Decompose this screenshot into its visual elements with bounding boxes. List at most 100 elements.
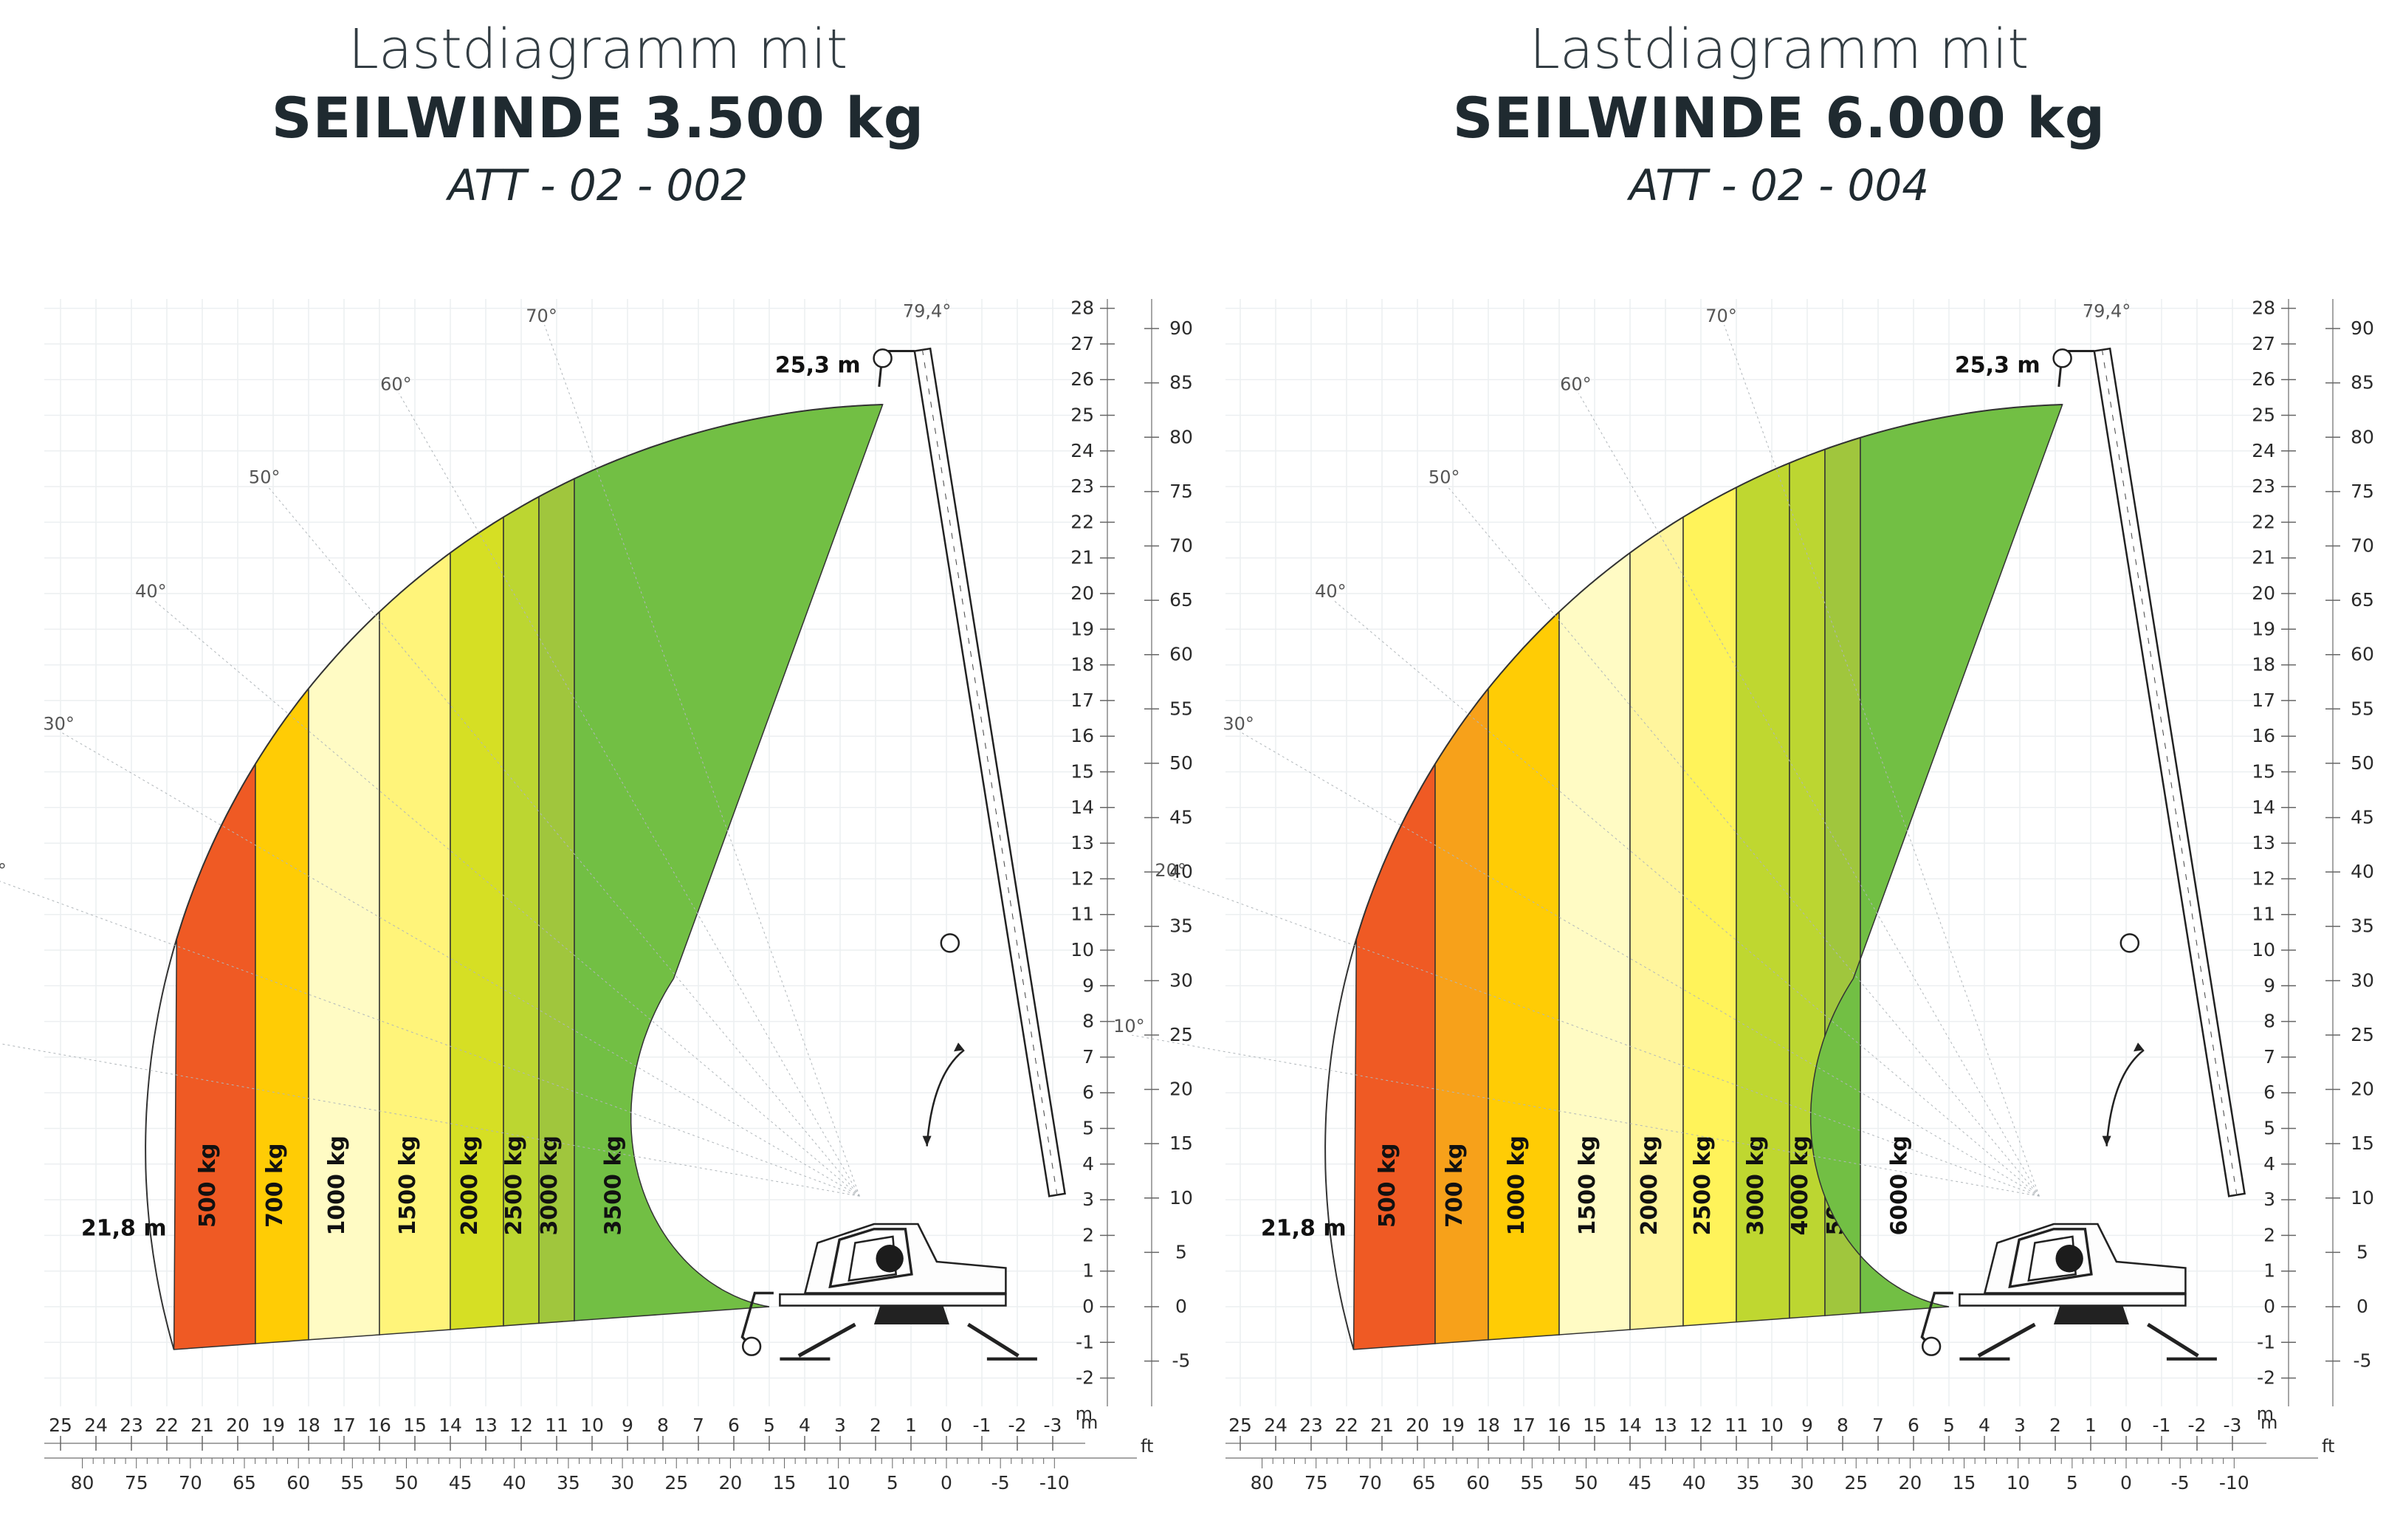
y-tick-m: 28 [2252,298,2275,319]
x-tick-m: -1 [2153,1414,2171,1436]
angle-label: 20° [0,860,7,881]
bottom-axes: 25 24 23 22 21 20 19 18 17 16 15 14 13 12 11 10 9 8 7 6 5 4 3 2… [1225,1412,2334,1493]
y-tick-m: 22 [2252,511,2275,532]
x-tick-m: 7 [692,1414,704,1436]
title-line1: Lastdiagramm mit [348,18,848,81]
y-tick-m: 28 [1070,298,1094,319]
y-tick-m: 21 [2252,547,2275,568]
zone-500-kg [173,762,256,1350]
bottom-axes: 25 24 23 22 21 20 19 18 17 16 15 14 13 12 11 10 9 8 7 6 5 4 3 2… [44,1412,1153,1493]
x-tick-m: 23 [120,1414,143,1436]
y-tick-m: 6 [1082,1082,1094,1103]
x-tick-m: 4 [799,1414,811,1436]
x-tick-ft: 5 [2066,1472,2078,1493]
x-tick-m: 3 [2014,1414,2026,1436]
y-tick-m: 22 [1070,511,1094,532]
y-tick-m: 24 [2252,440,2275,461]
y-tick-ft: 0 [1175,1296,1187,1317]
x-tick-ft: 20 [718,1472,742,1493]
x-tick-m: 2 [2049,1414,2061,1436]
y-tick-ft: 70 [2351,534,2374,556]
y-tick-m: 12 [2252,867,2275,889]
x-tick-m: 19 [261,1414,285,1436]
x-tick-ft: 75 [1304,1472,1328,1493]
title-line3: ATT - 02 - 002 [447,160,749,210]
x-tick-ft: 80 [71,1472,94,1493]
x-tick-ft: 25 [664,1472,688,1493]
y-tick-m: 27 [1070,333,1094,354]
angle-ray [1724,325,2040,1197]
x-tick-ft: 55 [340,1472,364,1493]
x-tick-ft: 55 [1520,1472,1544,1493]
y-tick-m: 20 [2252,582,2275,604]
x-tick-m: 7 [1872,1414,1884,1436]
load-zones: 500 kg 700 kg 1000 kg 1500 kg 2000 kg 2500 kg… [1352,404,2063,1350]
y-tick-m: -1 [1076,1331,1094,1352]
y-tick-ft: 30 [1169,969,1193,991]
arrowhead-icon [2102,1135,2111,1147]
zone-label: 6000 kg [1886,1135,1912,1235]
y-tick-m: 18 [1070,654,1094,676]
y-tick-m: 11 [1070,904,1094,925]
x-tick-m: 1 [2085,1414,2097,1436]
y-tick-ft: 20 [1169,1079,1193,1100]
zone-label: 2500 kg [501,1135,527,1235]
y-tick-ft: -5 [1172,1350,1191,1372]
boom-section-line [2101,349,2238,1195]
y-tick-m: 1 [1082,1260,1094,1282]
machine-body [1922,1224,2217,1359]
x-tick-m: -3 [2224,1414,2242,1436]
zone-label: 3000 kg [537,1135,563,1235]
title-line2: SEILWINDE 3.500 kg [271,85,925,151]
angle-ray [1446,485,2040,1197]
angle-label: 30° [1223,713,1254,734]
x-tick-ft: 5 [887,1472,898,1493]
y-tick-m: 2 [1082,1224,1094,1245]
x-tick-m: 11 [1725,1414,1748,1436]
x-tick-ft: 70 [1358,1472,1382,1493]
y-tick-ft: 5 [2356,1241,2368,1262]
x-tick-m: -2 [2188,1414,2207,1436]
angle-ray [1173,879,2040,1197]
angle-ray [398,393,860,1197]
x-tick-ft: 10 [2007,1472,2030,1493]
x-tick-m: 5 [1943,1414,1955,1436]
boom-section-line [921,349,1058,1195]
y-tick-ft: 85 [1169,372,1193,393]
y-tick-m: 17 [1070,690,1094,711]
y-tick-ft: 40 [1169,861,1193,882]
x-tick-m: 8 [1837,1414,1849,1436]
y-tick-ft: 0 [2356,1296,2368,1317]
y-tick-m: 6 [2263,1082,2275,1103]
y-tick-m: 17 [2252,690,2275,711]
angle-ray [61,732,860,1197]
zone-label: 3000 kg [1743,1135,1769,1235]
y-tick-ft: 50 [1169,752,1193,774]
x-tick-m: 9 [622,1414,633,1436]
y-tick-m: 10 [2252,939,2275,960]
x-tick-ft: 35 [1736,1472,1760,1493]
zone-label: 500 kg [1375,1144,1400,1228]
x-tick-m: 2 [870,1414,881,1436]
angle-ray [154,599,860,1197]
winch-mid [2119,933,2140,953]
x-tick-m: 18 [1476,1414,1500,1436]
zone-label: 4000 kg [1787,1135,1813,1235]
x-tick-ft: 45 [449,1472,472,1493]
y-tick-ft: 90 [1169,317,1193,339]
envelope-outline [1324,404,2063,1350]
x-tick-ft: -5 [991,1472,1010,1493]
zone-700-kg [255,687,309,1344]
y-tick-m: 1 [2263,1260,2275,1282]
x-tick-ft: 15 [1953,1472,1976,1493]
y-tick-m: 24 [1070,440,1094,461]
x-tick-ft: 30 [1790,1472,1814,1493]
y-tick-m: 15 [1070,761,1094,783]
y-tick-ft: 50 [2351,752,2374,774]
y-tick-m: 26 [1070,368,1094,390]
x-tick-ft: 0 [941,1472,952,1493]
angle-label: 30° [43,713,75,734]
x-tick-m: 23 [1299,1414,1323,1436]
zone-label: 1500 kg [1575,1135,1601,1235]
max-height-label: 25,3 m [1955,353,2041,379]
